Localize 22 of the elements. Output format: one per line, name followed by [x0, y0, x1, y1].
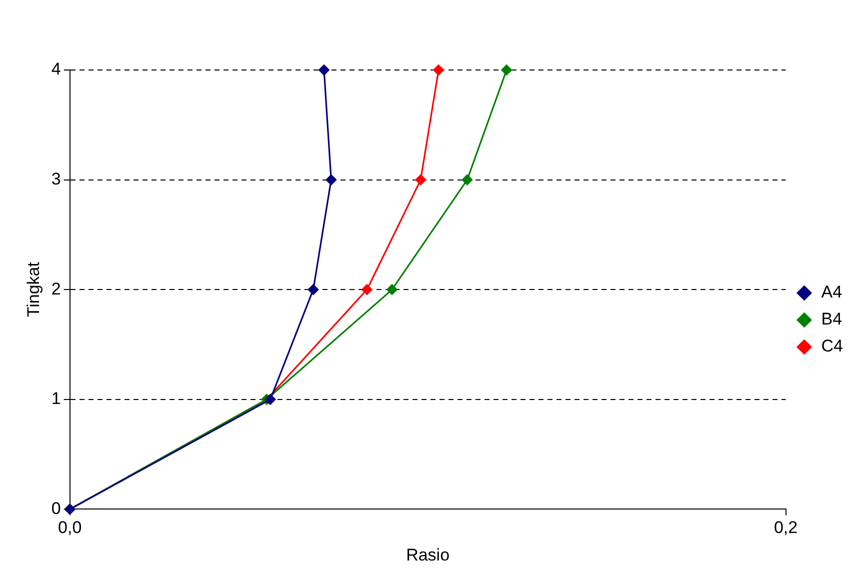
y-tick-label: 3 [51, 169, 61, 188]
point [308, 284, 319, 296]
legend-label: B4 [821, 310, 842, 329]
point [433, 64, 444, 76]
point [462, 174, 473, 186]
y-tick-label: 2 [51, 279, 61, 298]
x-axis-title: Rasio [406, 545, 450, 564]
y-tick-label: 0 [51, 498, 61, 518]
point [264, 394, 276, 405]
y-tick-label: 1 [51, 389, 61, 408]
point [361, 284, 372, 296]
point [386, 284, 398, 296]
point [318, 64, 330, 76]
point [501, 64, 512, 76]
y-tick-label: 4 [51, 60, 61, 79]
x-tick-label: 0,2 [774, 518, 798, 538]
legend-label: C4 [821, 336, 844, 356]
x-tick-label: 0,0 [58, 518, 82, 538]
y-axis-title: Tingkat [24, 262, 43, 318]
legend-label: A4 [821, 282, 842, 302]
point [415, 174, 426, 186]
point [326, 174, 337, 186]
